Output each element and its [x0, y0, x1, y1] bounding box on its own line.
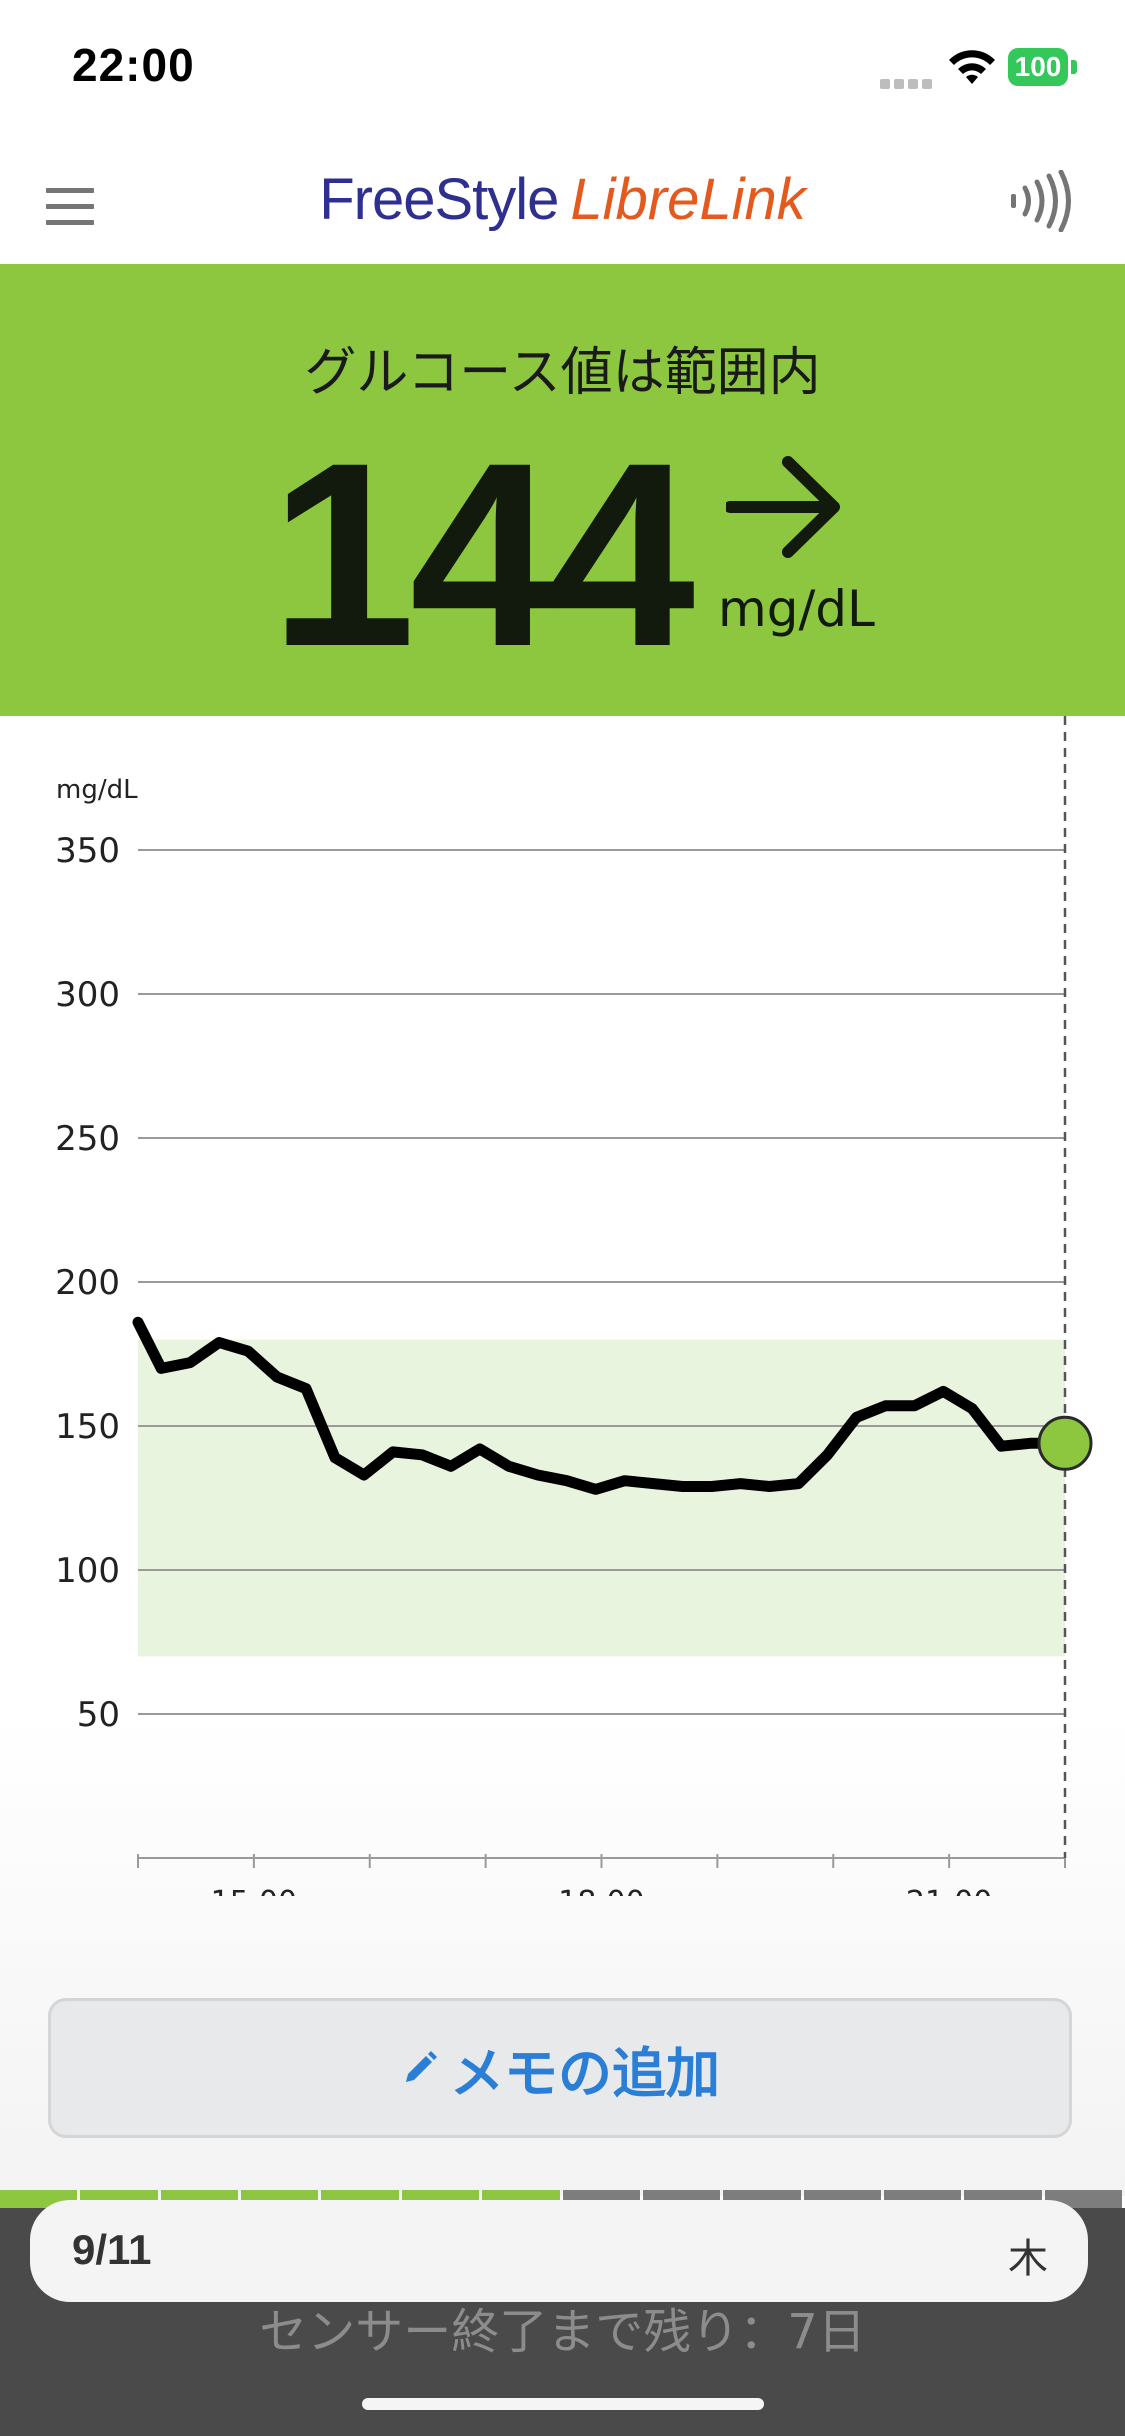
target-range-band [138, 1339, 1065, 1657]
nfc-scan-icon[interactable] [1005, 170, 1075, 232]
y-tick-label: 100 [55, 1551, 120, 1591]
weekday-label: 木 [1008, 2236, 1048, 2282]
wifi-icon [949, 50, 995, 84]
glucose-unit: mg/dL [718, 580, 875, 638]
x-tick-label: 15:00 [211, 1885, 297, 1896]
x-tick-label: 18:00 [558, 1885, 644, 1896]
pencil-icon [406, 2051, 437, 2082]
y-tick-label: 150 [55, 1407, 120, 1447]
y-tick-label: 300 [55, 975, 120, 1015]
y-axis-unit: mg/dL [56, 775, 138, 805]
home-indicator[interactable] [362, 2398, 764, 2410]
date-bar[interactable]: 9/11 木 [30, 2200, 1088, 2302]
app-header: FreeStyle LibreLink [0, 140, 1125, 264]
date-label: 9/11 [72, 2226, 152, 2273]
glucose-chart: mg/dL 350 300 250 200 150 100 50 15:00 18:00 21:00 [55, 716, 1093, 1896]
sensor-remaining-text: センサー終了まで残り：7日 [259, 2304, 866, 2360]
glucose-status: グルコース値は範囲内 [304, 343, 821, 403]
arrow-right-icon [726, 456, 840, 558]
glucose-banner: グルコース値は範囲内 144 mg/dL [0, 264, 1125, 716]
y-tick-label: 50 [77, 1695, 120, 1735]
y-tick-label: 250 [55, 1119, 120, 1159]
battery-icon: 100 [1008, 48, 1078, 88]
status-bar: 22:00 100 [0, 0, 1125, 140]
logo-freestyle: FreeStyle [319, 167, 559, 232]
y-tick-label: 350 [55, 831, 120, 871]
glucose-value: 144 [270, 408, 695, 701]
current-reading-marker [1037, 1415, 1093, 1471]
app-logo: FreeStyle LibreLink [0, 166, 1125, 233]
menu-icon[interactable] [46, 188, 94, 226]
cellular-signal-icon [880, 74, 936, 93]
glucose-series-line [132, 1316, 1071, 1495]
logo-librelink: LibreLink [570, 167, 806, 232]
add-memo-label: メモの追加 [450, 2041, 720, 2105]
battery-level: 100 [1008, 48, 1068, 86]
y-tick-label: 200 [55, 1263, 120, 1303]
status-time: 22:00 [72, 39, 195, 91]
add-memo-button[interactable]: メモの追加 [48, 1998, 1072, 2138]
x-tick-label: 21:00 [906, 1885, 992, 1896]
